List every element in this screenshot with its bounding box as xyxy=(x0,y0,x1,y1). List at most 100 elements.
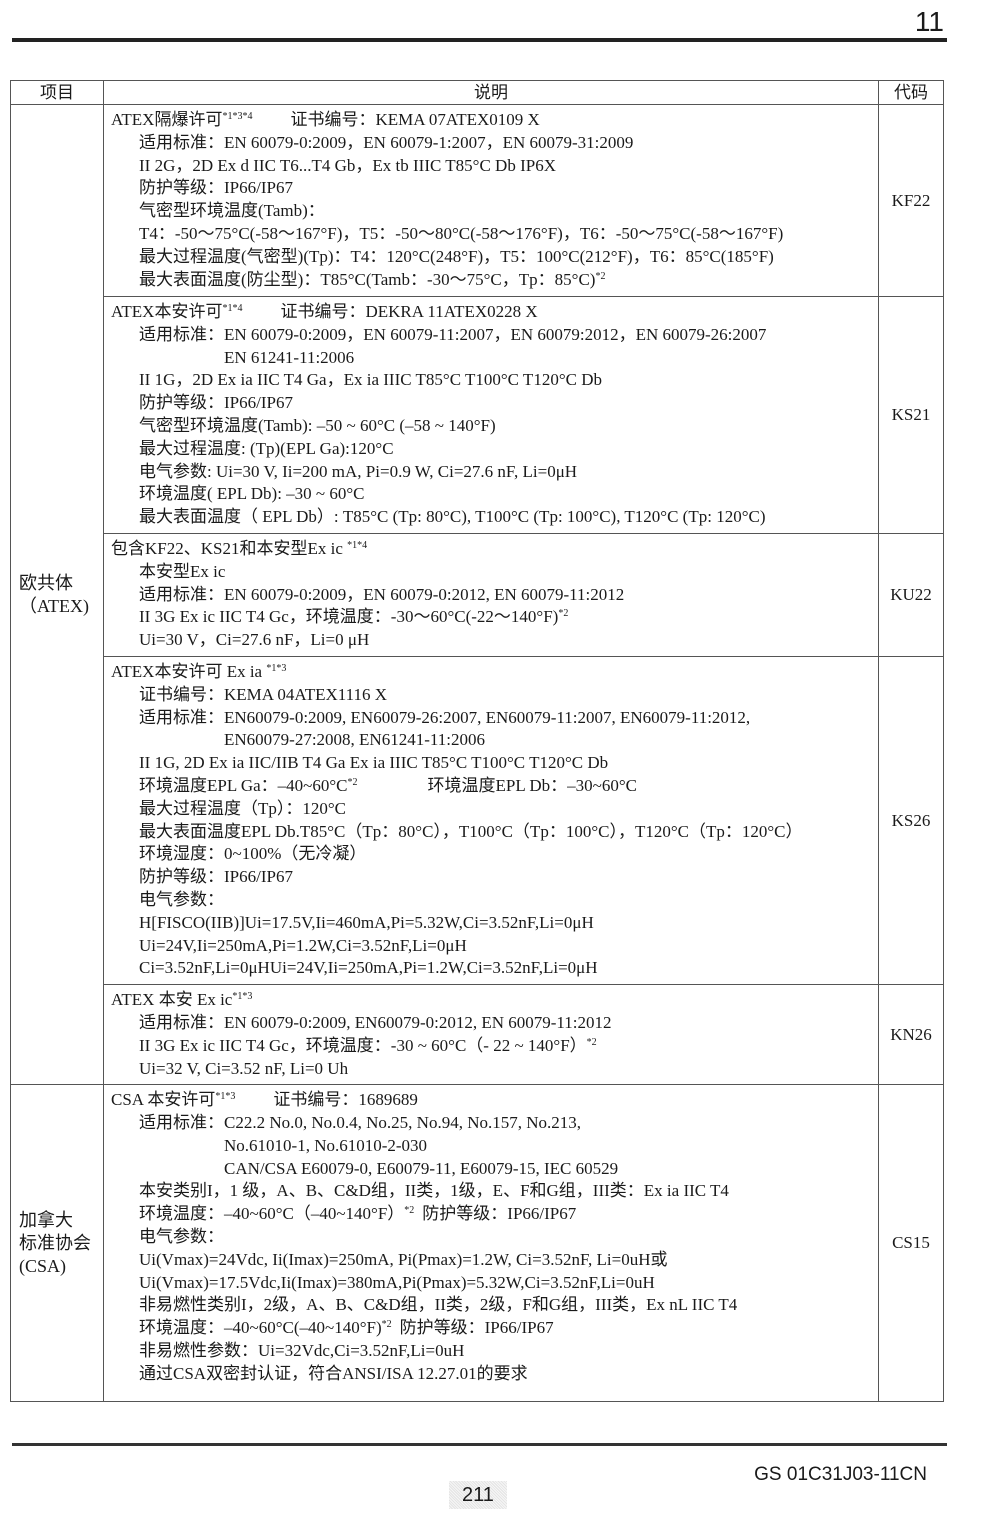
spec-text: 本安型Ex ic xyxy=(139,561,226,581)
spec-text: 气密型环境温度(Tamb)： xyxy=(139,201,325,221)
standards-entry: 适用标准： EN 60079-0:2009, EN60079-0:2012, EN… xyxy=(111,1012,878,1035)
column-header-code: 代码 xyxy=(878,80,944,105)
standards-entry: 适用标准： EN60079-0:2009, EN60079-26:2007, EN… xyxy=(111,707,878,753)
spec-line: 环境温度：–40~60°C(–40~140°F)*2 防护等级：IP66/IP67 xyxy=(111,1317,878,1340)
spec-text: 最大过程温度(气密型)(Tp)：T4：120°C(248°F)，T5：100°C… xyxy=(139,246,774,266)
standards-values: EN 60079-0:2009, EN60079-0:2012, EN 6007… xyxy=(224,1012,612,1035)
spec-text: 最大表面温度EPL Db.T85°C（Tp：80°C），T100°C（Tp：10… xyxy=(139,821,803,841)
spec-line: 气密型环境温度(Tamb)： xyxy=(111,200,878,223)
standards-value-line: EN 60079-0:2009，EN 60079-11:2007，EN 6007… xyxy=(224,324,767,344)
spec-line: T4：-50～75°C(-58～167°F)，T5：-50～80°C(-58～1… xyxy=(111,223,878,246)
standards-entry: 适用标准： EN 60079-0:2009，EN 60079-1:2007，EN … xyxy=(111,132,878,155)
option-code: KU22 xyxy=(878,532,944,657)
spec-text: 最大表面温度（ EPL Db）: T85°C (Tp: 80°C), T100°… xyxy=(139,507,766,527)
footnote-ref: *2 xyxy=(558,608,569,620)
standards-label: 适用标准： xyxy=(139,1012,224,1032)
spec-line: 防护等级：IP66/IP67 xyxy=(111,177,878,200)
footer-rule xyxy=(12,1443,947,1446)
spec-line: 环境湿度：0~100%（无冷凝） xyxy=(111,843,878,866)
spec-text: 本安类别I，1 级，A、B、C&D组，II类，1级，E、F和G组，III类：Ex… xyxy=(139,1181,729,1201)
standards-values: EN60079-0:2009, EN60079-26:2007, EN60079… xyxy=(224,707,750,753)
standards-entry: 适用标准： C22.2 No.0, No.0.4, No.25, No.94, N… xyxy=(111,1112,878,1180)
spec-text: 最大表面温度(防尘型)：T85°C(Tamb：-30～75°C，Tp：85°C) xyxy=(139,269,596,289)
standards-entry: 适用标准： EN 60079-0:2009，EN 60079-0:2012, EN… xyxy=(111,584,878,607)
spec-text-after: 环境温度EPL Db：–30~60°C xyxy=(427,775,637,795)
column-header-description: 说明 xyxy=(103,80,879,105)
header-rule xyxy=(12,38,947,42)
page-number: 211 xyxy=(449,1481,507,1509)
spec-text: 非易燃性参数：Ui=32Vdc,Ci=3.52nF,Li=0uH xyxy=(139,1341,465,1361)
spec-text: Ui(Vmax)=17.5Vdc,Ii(Imax)=380mA,Pi(Pmax)… xyxy=(139,1272,655,1292)
category-cell: 加拿大 标准协会 (CSA) xyxy=(10,1084,104,1403)
spec-text: Ui=24V,Ii=250mA,Pi=1.2W,Ci=3.52nF,Li=0μH xyxy=(139,935,467,955)
spec-text: 证书编号：KEMA 04ATEX1116 X xyxy=(139,684,388,704)
spec-line: 电气参数： xyxy=(111,1226,878,1249)
spec-text: 电气参数： xyxy=(139,1227,224,1247)
certificate-number: 证书编号：KEMA 07ATEX0109 X xyxy=(290,110,540,129)
spec-line: Ci=3.52nF,Li=0μHUi=24V,Ii=250mA,Pi=1.2W,… xyxy=(111,957,878,980)
spec-line: II 1G，2D Ex ia IIC T4 Ga，Ex ia IIIC T85°… xyxy=(111,369,878,392)
spec-text: 电气参数: Ui=30 V, Ii=200 mA, Pi=0.9 W, Ci=2… xyxy=(139,461,578,481)
document-number: GS 01C31J03-11CN xyxy=(754,1464,927,1485)
spec-line: 电气参数： xyxy=(111,889,878,912)
table-row: 加拿大 标准协会 (CSA) CSA 本安许可*1*3 证书编号：1689689 适用标准… xyxy=(10,1084,944,1403)
footnote-ref: *2 xyxy=(586,1036,597,1048)
standards-values: C22.2 No.0, No.0.4, No.25, No.94, No.157… xyxy=(224,1112,618,1180)
description-cell: CSA 本安许可*1*3 证书编号：1689689 适用标准： C22.2 No.0,… xyxy=(103,1084,879,1403)
table-row: ATEX本安许可 Ex ia *1*3 证书编号：KEMA 04ATEX1116 … xyxy=(11,655,944,986)
table-row: ATEX本安许可*1*4 证书编号：DEKRA 11ATEX0228 X 适用标准：… xyxy=(11,296,944,534)
spec-text: 最大过程温度（Tp）：120°C xyxy=(139,798,347,818)
description-cell: ATEX本安许可*1*4 证书编号：DEKRA 11ATEX0228 X 适用标准：… xyxy=(103,296,879,534)
spec-text: 环境温度：–40~60°C(–40~140°F) xyxy=(139,1318,382,1338)
spec-line: 电气参数: Ui=30 V, Ii=200 mA, Pi=0.9 W, Ci=2… xyxy=(111,461,878,484)
spec-line: Ui=24V,Ii=250mA,Pi=1.2W,Ci=3.52nF,Li=0μH xyxy=(111,935,878,958)
spec-text: H[FISCO(IIB)]Ui=17.5V,Ii=460mA,Pi=5.32W,… xyxy=(139,912,594,932)
column-header-item: 项目 xyxy=(10,80,104,105)
description-cell: ATEX隔爆许可*1*3*4 证书编号：KEMA 07ATEX0109 X 适用标准… xyxy=(103,104,879,297)
spec-line: 通过CSA双密封认证，符合ANSI/ISA 12.27.01的要求 xyxy=(111,1363,878,1386)
spec-text: 环境温度：–40~60°C（–40~140°F） xyxy=(139,1204,405,1224)
spec-text: Ui(Vmax)=24Vdc, Ii(Imax)=250mA, Pi(Pmax)… xyxy=(139,1249,668,1269)
spec-text: 环境温度EPL Ga：–40~60°C xyxy=(139,775,348,795)
footnote-ref: *1*3*4 xyxy=(222,111,253,122)
spec-line: H[FISCO(IIB)]Ui=17.5V,Ii=460mA,Pi=5.32W,… xyxy=(111,912,878,935)
spec-text: 最大过程温度: (Tp)(EPL Ga):120°C xyxy=(139,438,394,458)
spec-text: II 1G，2D Ex ia IIC T4 Ga，Ex ia IIIC T85°… xyxy=(139,370,602,390)
spec-line: Ui=30 V，Ci=27.6 nF，Li=0 μH xyxy=(111,629,878,652)
standards-label: 适用标准： xyxy=(139,324,224,344)
spec-text: T4：-50～75°C(-58～167°F)，T5：-50～80°C(-58～1… xyxy=(139,223,784,243)
footnote-ref: *2 xyxy=(595,270,606,282)
spec-line: 环境温度EPL Ga：–40~60°C*2 环境温度EPL Db：–30~60°C xyxy=(111,775,878,798)
spec-text: 防护等级：IP66/IP67 xyxy=(139,393,293,413)
table-row: 包含KF22、KS21和本安型Ex ic *1*4 本安型Ex ic 适用标准： EN… xyxy=(11,532,944,657)
approval-title: 包含KF22、KS21和本安型Ex ic xyxy=(111,538,348,558)
spec-line: II 2G，2D Ex d IIC T6...T4 Gb，Ex tb IIIC … xyxy=(111,155,878,178)
approval-heading: 包含KF22、KS21和本安型Ex ic *1*4 xyxy=(111,538,878,561)
spec-text-after: 防护等级：IP66/IP67 xyxy=(399,1318,554,1338)
spec-line: 最大表面温度EPL Db.T85°C（Tp：80°C），T100°C（Tp：10… xyxy=(111,821,878,844)
standards-values: EN 60079-0:2009，EN 60079-1:2007，EN 60079… xyxy=(224,132,633,155)
approval-heading: ATEX本安许可*1*4 证书编号：DEKRA 11ATEX0228 X xyxy=(111,301,878,324)
spec-text: 气密型环境温度(Tamb): –50 ~ 60°C (–58 ~ 140°F) xyxy=(139,415,496,435)
spec-line: 证书编号：KEMA 04ATEX1116 X xyxy=(111,684,878,707)
spec-line: 最大表面温度（ EPL Db）: T85°C (Tp: 80°C), T100°… xyxy=(111,506,878,529)
spec-text: Ui=30 V，Ci=27.6 nF，Li=0 μH xyxy=(139,630,370,650)
category-cell: 欧共体 （ATEX) xyxy=(10,103,104,1086)
approval-title: CSA 本安许可 xyxy=(111,1090,216,1110)
footnote-ref: *1*3 xyxy=(215,1091,236,1103)
table-header-row: 项目 说明 代码 xyxy=(10,80,944,105)
approvals-table: 项目 说明 代码 欧共体 （ATEX) ATEX隔爆许可*1*3*4 证书编号：KEM… xyxy=(10,80,944,1403)
spec-line: 气密型环境温度(Tamb): –50 ~ 60°C (–58 ~ 140°F) xyxy=(111,415,878,438)
footnote-ref: *2 xyxy=(404,1205,415,1217)
spec-line: 环境温度：–40~60°C（–40~140°F）*2 防护等级：IP66/IP67 xyxy=(111,1203,878,1226)
option-code: KS26 xyxy=(878,655,944,986)
spec-text: 防护等级：IP66/IP67 xyxy=(139,178,293,198)
option-code: KF22 xyxy=(878,104,944,297)
spec-line: 本安类别I，1 级，A、B、C&D组，II类，1级，E、F和G组，III类：Ex… xyxy=(111,1180,878,1203)
section-number: 11 xyxy=(914,6,944,37)
standards-value-line: CAN/CSA E60079-0, E60079-11, E60079-15, … xyxy=(224,1158,619,1178)
spec-line: II 3G Ex ic IIC T4 Gc，环境温度：-30～60°C(-22～… xyxy=(111,606,878,629)
approval-heading: CSA 本安许可*1*3 证书编号：1689689 xyxy=(111,1089,878,1112)
approval-heading: ATEX隔爆许可*1*3*4 证书编号：KEMA 07ATEX0109 X xyxy=(111,109,878,132)
spec-text: II 3G Ex ic IIC T4 Gc，环境温度：-30～60°C(-22～… xyxy=(139,607,559,627)
